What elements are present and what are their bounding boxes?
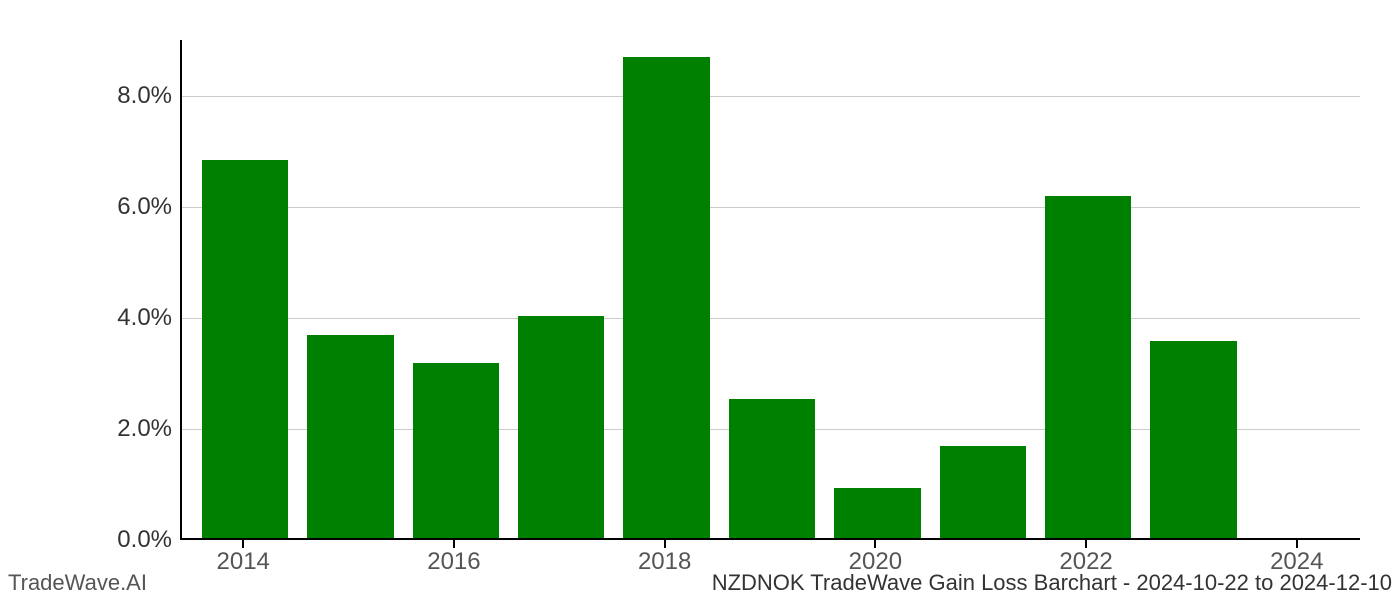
bar [307,335,393,538]
bar [623,57,709,538]
x-tick-label: 2014 [217,548,270,576]
bar [834,488,920,538]
gridline [182,96,1360,97]
x-tick-label: 2022 [1059,548,1112,576]
x-tick-label: 2018 [638,548,691,576]
gridline [182,318,1360,319]
x-tick-mark [1085,540,1087,548]
x-tick-label: 2024 [1270,548,1323,576]
bar [413,363,499,538]
x-tick-label: 2016 [427,548,480,576]
y-tick-label: 6.0% [117,193,172,221]
bar [518,316,604,538]
y-tick-label: 0.0% [117,526,172,554]
plot-area [180,40,1360,540]
y-tick-label: 4.0% [117,304,172,332]
x-tick-mark [874,540,876,548]
gain-loss-barchart: TradeWave.AI NZDNOK TradeWave Gain Loss … [0,0,1400,600]
bar [1045,196,1131,538]
bar [202,160,288,538]
bar [729,399,815,538]
bar [940,446,1026,538]
footer-brand: TradeWave.AI [8,570,147,596]
y-tick-label: 2.0% [117,415,172,443]
y-tick-label: 8.0% [117,82,172,110]
x-tick-mark [242,540,244,548]
bar [1150,341,1236,538]
x-tick-mark [453,540,455,548]
x-tick-label: 2020 [849,548,902,576]
x-tick-mark [1296,540,1298,548]
x-tick-mark [664,540,666,548]
gridline [182,207,1360,208]
